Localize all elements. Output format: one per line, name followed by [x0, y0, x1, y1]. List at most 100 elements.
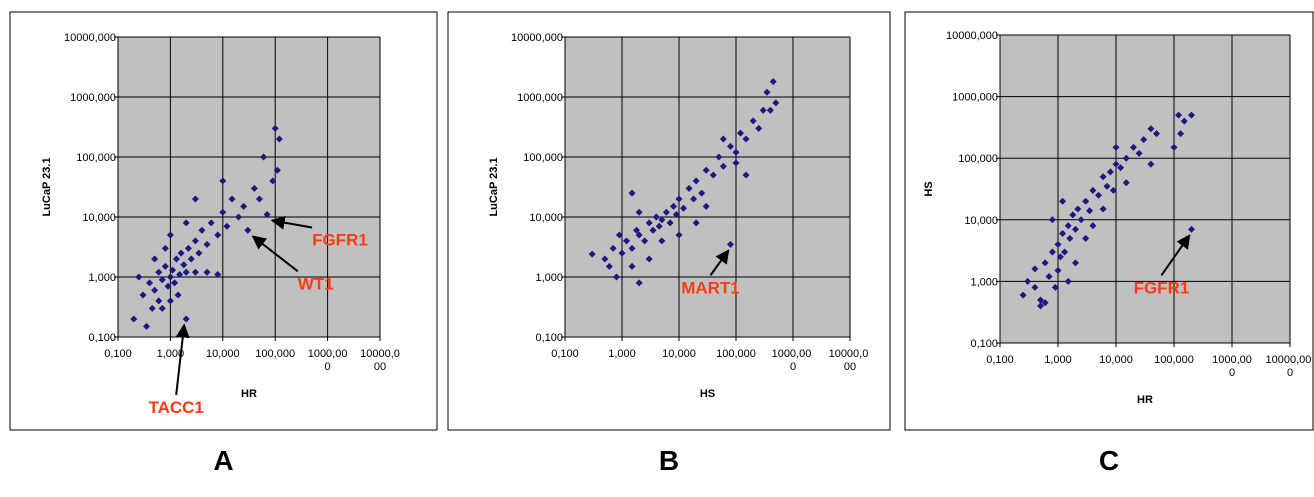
plot-area [117, 36, 381, 338]
data-point [255, 195, 263, 203]
data-point [1082, 197, 1090, 205]
data-point [176, 271, 184, 279]
data-point [1074, 205, 1082, 213]
data-point [143, 322, 151, 330]
panel-border [447, 11, 891, 431]
data-point [766, 106, 774, 114]
data-point [732, 148, 740, 156]
data-point [146, 279, 154, 287]
y-tick-label: 100,000 [76, 152, 116, 164]
data-point [1122, 154, 1130, 162]
plot-area [999, 34, 1291, 344]
data-point [180, 261, 188, 269]
x-tick-label: 10,000 [1099, 354, 1133, 366]
data-point [182, 219, 190, 227]
data-point [174, 291, 182, 299]
x-tick-label: 1000,00 0 [772, 348, 815, 373]
data-point [1054, 240, 1062, 248]
data-point [612, 273, 620, 281]
data-point [1095, 191, 1103, 199]
data-point [618, 249, 626, 257]
data-point [769, 78, 777, 86]
data-point [662, 208, 670, 216]
data-point [763, 88, 771, 96]
y-axis-title: LuCaP 23.1 [41, 157, 53, 216]
data-point [1059, 229, 1067, 237]
y-tick-label: 0,100 [970, 338, 998, 350]
data-point [263, 211, 271, 219]
data-point [203, 240, 211, 248]
data-point [1048, 216, 1056, 224]
data-point [135, 273, 143, 281]
data-point [1056, 253, 1064, 261]
data-point [151, 255, 159, 263]
data-point [658, 216, 666, 224]
data-point [737, 129, 745, 137]
data-point [652, 213, 660, 221]
data-point [635, 208, 643, 216]
annotation: FGFR1 [1134, 278, 1190, 297]
data-point [182, 315, 190, 323]
data-point [742, 171, 750, 179]
y-axis-title: HS [923, 181, 935, 196]
data-point [1089, 222, 1097, 230]
data-point [171, 279, 179, 287]
data-point [633, 226, 641, 234]
data-point [702, 202, 710, 210]
data-point [155, 297, 163, 305]
data-point [155, 268, 163, 276]
data-point [658, 237, 666, 245]
data-point [601, 255, 609, 263]
data-point [669, 202, 677, 210]
data-point [207, 219, 215, 227]
x-tick-label: 100,000 [716, 348, 756, 360]
panel-label: B [659, 445, 679, 476]
data-point [166, 297, 174, 305]
data-point [275, 135, 283, 143]
data-point [1064, 222, 1072, 230]
y-tick-label: 0,100 [88, 332, 116, 344]
data-point [732, 159, 740, 167]
x-tick-label: 1,000 [1044, 354, 1072, 366]
data-point [692, 219, 700, 227]
data-point [1099, 205, 1107, 213]
x-tick-label: 1000,00 0 [1212, 354, 1252, 379]
panel-label: C [1099, 445, 1119, 476]
data-point [719, 135, 727, 143]
data-point [198, 226, 206, 234]
data-point [191, 237, 199, 245]
x-axis-title: HR [241, 388, 257, 400]
data-point [1099, 173, 1107, 181]
data-point [1037, 296, 1045, 304]
data-point [649, 226, 657, 234]
data-point [666, 219, 674, 227]
y-tick-label: 100,000 [523, 152, 563, 164]
data-point [605, 262, 613, 270]
data-point [1117, 164, 1125, 172]
data-point [1180, 117, 1188, 125]
x-tick-label: 10,000 [662, 348, 696, 360]
data-point [709, 171, 717, 179]
x-tick-label: 100,000 [255, 348, 295, 360]
data-point [1066, 234, 1074, 242]
y-tick-label: 1000,000 [952, 92, 998, 104]
data-point [692, 177, 700, 185]
y-tick-label: 1,000 [88, 272, 116, 284]
x-tick-label: 10000,0 00 [360, 348, 400, 373]
x-tick-label: 10000,00 0 [1266, 354, 1314, 379]
data-point [1041, 299, 1049, 307]
data-point [1086, 207, 1094, 215]
x-tick-label: 10000,0 00 [829, 348, 872, 373]
data-point [1187, 111, 1195, 119]
data-point [273, 166, 281, 174]
x-tick-label: 1000,00 0 [308, 348, 348, 373]
data-point [1037, 302, 1045, 310]
data-point [715, 153, 723, 161]
y-tick-label: 10,000 [82, 212, 116, 224]
data-point [635, 279, 643, 287]
data-point [158, 276, 166, 284]
data-point [187, 255, 195, 263]
data-point [161, 244, 169, 252]
annotation: WT1 [298, 274, 334, 293]
data-point [641, 237, 649, 245]
